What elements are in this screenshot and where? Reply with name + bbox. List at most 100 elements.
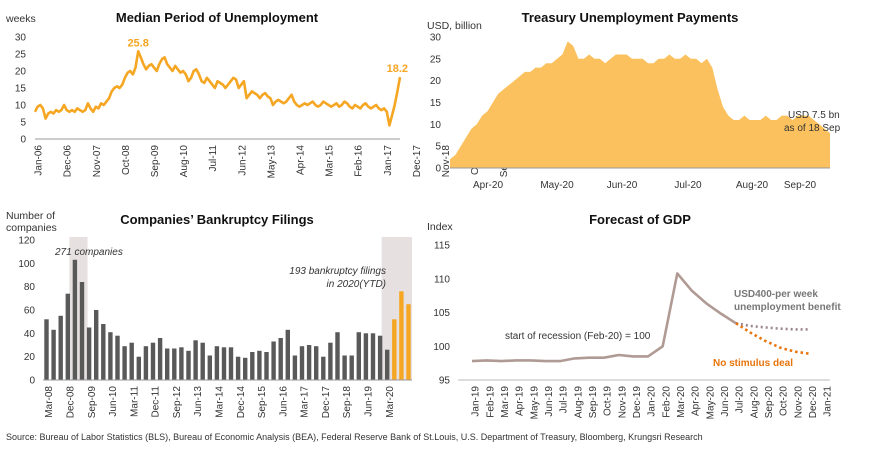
x-tick-label: Jul-19	[559, 386, 570, 414]
bar	[377, 335, 383, 380]
x-tick-label: Oct-19	[603, 386, 614, 416]
x-tick-label: Jan-20	[647, 386, 658, 417]
annotation: USD 7.5 bn	[788, 110, 840, 121]
x-tick-label: Dec-17	[412, 145, 423, 178]
x-tick-label: Mar-20	[676, 386, 687, 418]
x-tick-label: Jan-21	[823, 386, 834, 417]
x-tick-label: Dec-20	[808, 386, 819, 419]
x-tick-label: Dec-19	[632, 386, 643, 419]
x-tick-label: Sep-09	[150, 145, 161, 178]
y-axis-label: Number of	[6, 210, 55, 222]
y-tick-label: 20	[24, 352, 36, 363]
x-tick-label: Dec-14	[236, 386, 247, 419]
series-line	[735, 322, 810, 355]
y-tick-label: 10	[430, 120, 442, 131]
x-tick-label: Sep-19	[588, 386, 599, 419]
y-tick-label: 30	[430, 33, 442, 44]
bar	[115, 335, 120, 380]
y-tick-label: 10	[15, 101, 27, 112]
source-note: Source: Bureau of Labor Statistics (BLS)…	[6, 432, 703, 442]
y-tick-label: 5	[435, 142, 441, 153]
x-tick-label: Sep-18	[342, 386, 353, 419]
y-tick-label: 120	[18, 236, 35, 247]
bar	[221, 347, 227, 380]
bar	[186, 350, 191, 380]
y-tick-label: 0	[435, 164, 441, 175]
x-tick-label: Mar-17	[300, 386, 311, 418]
bar	[122, 346, 127, 380]
x-tick-label: Sep-15	[257, 386, 268, 419]
chart-title: Treasury Unemployment Payments	[522, 10, 739, 25]
bar	[306, 345, 312, 380]
bar	[172, 348, 177, 380]
y-tick-label: 105	[433, 308, 450, 319]
y-tick-label: 110	[434, 274, 450, 285]
x-tick-label: Jul-20	[674, 180, 702, 191]
bar	[51, 329, 56, 380]
x-tick-label: Oct-08	[121, 145, 132, 175]
x-tick-label: May-20	[705, 386, 716, 420]
x-tick-label: Dec-17	[321, 386, 332, 419]
data-label: 25.8	[127, 37, 148, 49]
x-tick-label: Jan-17	[383, 145, 394, 176]
bar	[406, 304, 411, 380]
x-tick-label: Sep-20	[784, 180, 817, 191]
annotation: start of recession (Feb-20) = 100	[505, 331, 651, 342]
x-tick-label: Jan-19	[471, 386, 482, 417]
data-label: 18.2	[387, 63, 408, 75]
y-tick-label: 15	[430, 98, 442, 109]
bar	[44, 319, 49, 380]
x-tick-label: Jun-19	[364, 386, 375, 417]
y-axis-label: USD, billion	[427, 20, 482, 32]
annotation: as of 18 Sep	[784, 123, 841, 134]
x-tick-label: Jun-16	[278, 386, 289, 417]
series-label: USD400-per week	[734, 289, 818, 300]
series-label: No stimulus deal	[713, 358, 793, 369]
bar	[228, 347, 234, 380]
y-axis-label: Index	[427, 221, 453, 233]
y-tick-label: 60	[24, 306, 36, 317]
bar	[58, 315, 63, 380]
x-tick-label: Feb-20	[661, 386, 672, 418]
annotation: 271 companies	[54, 247, 123, 258]
series-label: unemployment benefit	[734, 302, 841, 313]
x-tick-label: Apr-20	[473, 180, 503, 191]
y-tick-label: 20	[430, 76, 442, 87]
highlight-2008	[69, 237, 88, 380]
y-tick-label: 30	[15, 33, 27, 44]
y-tick-label: 80	[24, 282, 36, 293]
series-area	[450, 41, 830, 168]
bar	[250, 352, 255, 380]
x-tick-label: Feb-19	[485, 386, 496, 418]
x-tick-label: May-20	[540, 180, 574, 191]
x-tick-label: Dec-06	[63, 145, 74, 178]
bar	[342, 355, 347, 380]
bar	[129, 342, 134, 380]
bar	[285, 329, 290, 380]
x-tick-label: Jun-10	[108, 386, 119, 417]
bar	[101, 324, 106, 380]
bar	[108, 332, 113, 380]
bar	[392, 319, 397, 380]
x-tick-label: Jul-20	[735, 386, 746, 414]
bar	[314, 346, 319, 380]
bar	[94, 310, 99, 380]
annotation: 193 bankruptcy filings	[289, 266, 386, 277]
annotation: in 2020(YTD)	[327, 279, 386, 290]
bar	[136, 356, 141, 380]
y-tick-label: 95	[439, 376, 451, 387]
y-tick-label: 25	[15, 50, 27, 61]
x-tick-label: Nov-07	[92, 145, 103, 178]
bar	[200, 342, 205, 380]
x-tick-label: Jan-06	[34, 145, 45, 176]
bar	[86, 327, 92, 380]
y-tick-label: 40	[24, 329, 36, 340]
y-tick-label: 5	[20, 118, 26, 129]
bar	[385, 349, 390, 380]
bar	[356, 332, 361, 380]
bar	[143, 346, 149, 380]
y-tick-label: 0	[29, 376, 35, 387]
bar	[278, 338, 283, 380]
x-tick-label: Sep-12	[172, 386, 183, 419]
y-axis-label: companies	[6, 222, 57, 234]
